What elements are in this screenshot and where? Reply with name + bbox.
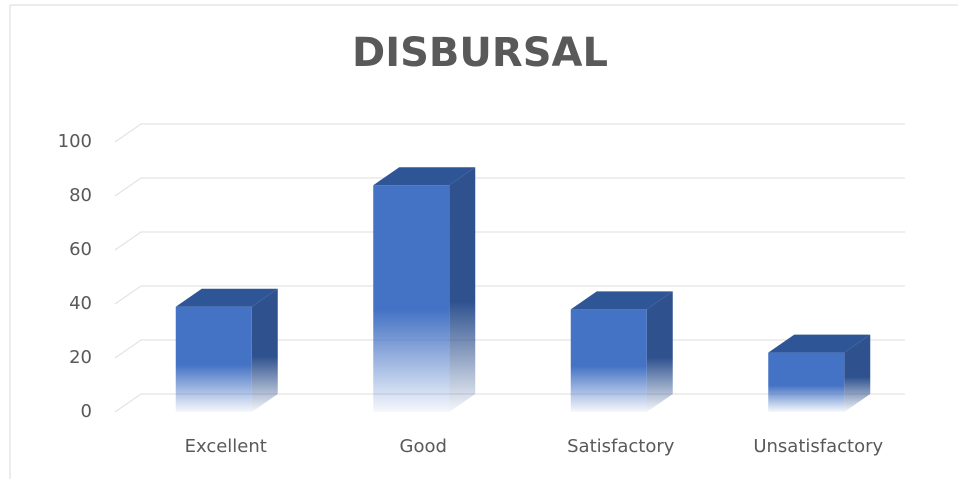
bar-top xyxy=(570,291,673,310)
y-tick-label: 40 xyxy=(69,293,92,314)
bar-top xyxy=(373,167,476,186)
y-tick-label: 100 xyxy=(58,131,92,152)
grid-line xyxy=(114,231,905,251)
y-tick-label: 80 xyxy=(69,185,92,206)
bar xyxy=(373,185,450,412)
bar-side xyxy=(449,167,476,412)
x-tick-label: Good xyxy=(400,436,447,457)
grid-line xyxy=(114,177,905,197)
x-tick-label: Unsatisfactory xyxy=(753,436,883,457)
y-tick-label: 0 xyxy=(81,401,92,422)
bar-side xyxy=(844,334,871,412)
y-tick-label: 20 xyxy=(69,347,92,368)
chart-title: DISBURSAL xyxy=(352,30,608,76)
grid-line xyxy=(114,285,905,305)
x-tick-label: Satisfactory xyxy=(567,436,675,457)
bar-side xyxy=(646,291,673,412)
bar-side xyxy=(251,288,278,412)
bar xyxy=(570,309,647,412)
bar-top xyxy=(768,334,871,353)
bar-top xyxy=(175,288,278,307)
bar xyxy=(175,306,252,412)
grid-line xyxy=(114,123,905,143)
y-tick-label: 60 xyxy=(69,239,92,260)
x-tick-label: Excellent xyxy=(185,436,267,457)
bar xyxy=(768,352,845,412)
